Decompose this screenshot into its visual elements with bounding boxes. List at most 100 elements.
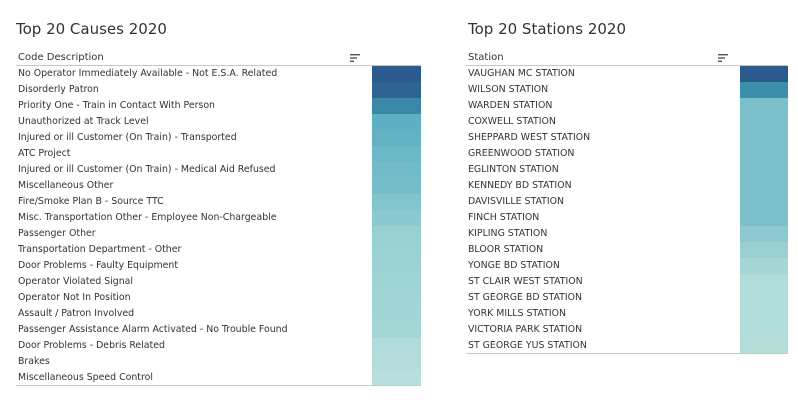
color-cell[interactable] [372,98,421,114]
row-label: ST GEORGE BD STATION [468,292,583,303]
color-cell[interactable] [372,82,421,98]
table-row[interactable]: ST CLAIR WEST STATION [466,274,788,290]
row-label: Priority One - Train in Contact With Per… [18,100,215,111]
table-row[interactable]: YONGE BD STATION [466,258,788,274]
table-row[interactable]: Injured or ill Customer (On Train) - Med… [16,162,421,178]
causes-column-header: Code Description [16,51,421,66]
table-row[interactable]: KENNEDY BD STATION [466,178,788,194]
color-cell[interactable] [372,242,421,258]
color-cell[interactable] [740,178,788,194]
table-row[interactable]: GREENWOOD STATION [466,146,788,162]
table-row[interactable]: Operator Not In Position [16,290,421,306]
row-label: FINCH STATION [468,212,540,223]
table-row[interactable]: Miscellaneous Speed Control [16,370,421,386]
table-row[interactable]: ATC Project [16,146,421,162]
row-label: KENNEDY BD STATION [468,180,572,191]
table-row[interactable]: KIPLING STATION [466,226,788,242]
row-label: YORK MILLS STATION [468,308,566,319]
color-cell[interactable] [372,226,421,242]
color-cell[interactable] [372,162,421,178]
color-cell[interactable] [372,274,421,290]
row-label: EGLINTON STATION [468,164,559,175]
row-label: Misc. Transportation Other - Employee No… [18,212,277,223]
color-cell[interactable] [740,290,788,306]
row-label: Disorderly Patron [18,84,99,95]
color-cell[interactable] [372,210,421,226]
table-row[interactable]: Disorderly Patron [16,82,421,98]
color-cell[interactable] [740,146,788,162]
row-label: GREENWOOD STATION [468,148,575,159]
table-row[interactable]: Operator Violated Signal [16,274,421,290]
stations-table: VAUGHAN MC STATION WILSON STATION WARDEN S… [466,66,788,354]
row-label: Injured or ill Customer (On Train) - Med… [18,164,276,175]
color-cell[interactable] [372,306,421,322]
table-row[interactable]: DAVISVILLE STATION [466,194,788,210]
color-cell[interactable] [372,322,421,338]
table-row[interactable]: Unauthorized at Track Level [16,114,421,130]
color-cell[interactable] [740,322,788,338]
color-cell[interactable] [740,242,788,258]
row-label: ATC Project [18,148,71,159]
table-row[interactable]: Passenger Other [16,226,421,242]
table-row[interactable]: WILSON STATION [466,82,788,98]
color-cell[interactable] [740,114,788,130]
color-cell[interactable] [372,178,421,194]
row-label: Unauthorized at Track Level [18,116,149,127]
table-row[interactable]: No Operator Immediately Available - Not … [16,66,421,82]
color-cell[interactable] [740,162,788,178]
table-row[interactable]: Brakes [16,354,421,370]
color-cell[interactable] [740,82,788,98]
table-row[interactable]: VAUGHAN MC STATION [466,66,788,82]
color-cell[interactable] [740,130,788,146]
row-label: Passenger Assistance Alarm Activated - N… [18,324,288,335]
row-label: Transportation Department - Other [18,244,182,255]
color-cell[interactable] [740,210,788,226]
table-row[interactable]: Door Problems - Debris Related [16,338,421,354]
table-row[interactable]: SHEPPARD WEST STATION [466,130,788,146]
sort-descending-icon[interactable] [350,53,360,63]
table-row[interactable]: Passenger Assistance Alarm Activated - N… [16,322,421,338]
color-cell[interactable] [740,258,788,274]
color-cell[interactable] [372,370,421,386]
table-row[interactable]: Priority One - Train in Contact With Per… [16,98,421,114]
row-label: Injured or ill Customer (On Train) - Tra… [18,132,237,143]
sort-descending-icon[interactable] [718,53,728,63]
table-row[interactable]: Injured or ill Customer (On Train) - Tra… [16,130,421,146]
table-row[interactable]: BLOOR STATION [466,242,788,258]
color-cell[interactable] [372,258,421,274]
table-row[interactable]: COXWELL STATION [466,114,788,130]
color-cell[interactable] [740,338,788,354]
row-label: Operator Not In Position [18,292,131,303]
color-cell[interactable] [372,338,421,354]
table-row[interactable]: EGLINTON STATION [466,162,788,178]
color-cell[interactable] [372,290,421,306]
color-cell[interactable] [372,114,421,130]
color-cell[interactable] [740,98,788,114]
table-row[interactable]: Fire/Smoke Plan B - Source TTC [16,194,421,210]
table-row[interactable]: FINCH STATION [466,210,788,226]
table-row[interactable]: ST GEORGE BD STATION [466,290,788,306]
table-row[interactable]: Transportation Department - Other [16,242,421,258]
code-description-header[interactable]: Code Description [18,52,104,63]
color-cell[interactable] [372,130,421,146]
stations-bottom-divider [466,353,788,354]
table-row[interactable]: Miscellaneous Other [16,178,421,194]
color-cell[interactable] [740,66,788,82]
table-row[interactable]: VICTORIA PARK STATION [466,322,788,338]
station-header[interactable]: Station [468,52,504,63]
row-label: Door Problems - Faulty Equipment [18,260,178,271]
table-row[interactable]: Assault / Patron Involved [16,306,421,322]
table-row[interactable]: YORK MILLS STATION [466,306,788,322]
color-cell[interactable] [740,306,788,322]
color-cell[interactable] [372,194,421,210]
color-cell[interactable] [740,226,788,242]
table-row[interactable]: ST GEORGE YUS STATION [466,338,788,354]
color-cell[interactable] [372,146,421,162]
table-row[interactable]: Misc. Transportation Other - Employee No… [16,210,421,226]
color-cell[interactable] [740,274,788,290]
table-row[interactable]: Door Problems - Faulty Equipment [16,258,421,274]
color-cell[interactable] [372,354,421,370]
color-cell[interactable] [740,194,788,210]
table-row[interactable]: WARDEN STATION [466,98,788,114]
color-cell[interactable] [372,66,421,82]
